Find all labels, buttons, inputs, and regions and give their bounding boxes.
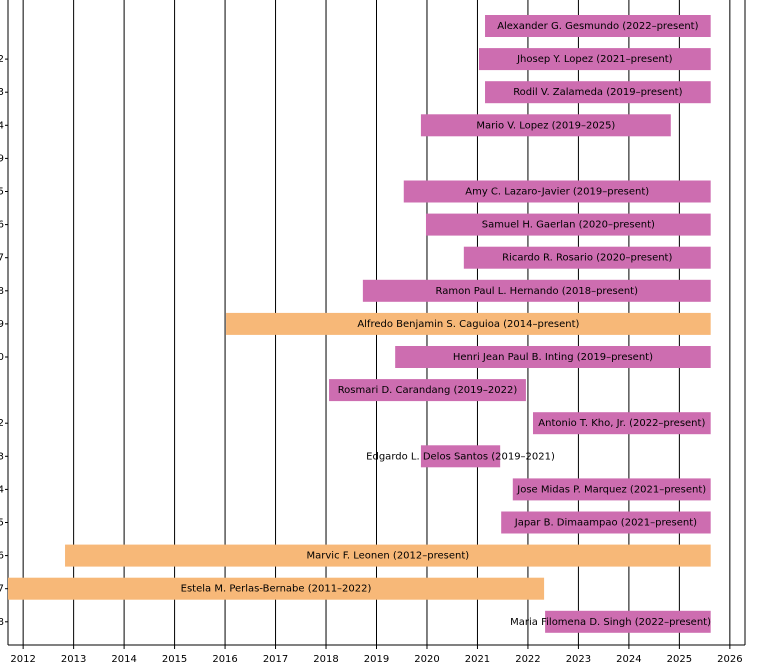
bar-label: Henri Jean Paul B. Inting (2019–present) [453, 352, 653, 363]
y-tick-label: 2 [0, 54, 4, 65]
x-tick-label: 2022 [515, 654, 540, 665]
x-tick-label: 2023 [566, 654, 591, 665]
bar [420, 445, 501, 468]
bar [226, 312, 711, 335]
y-tick-label: 2 [0, 418, 4, 429]
bar [403, 180, 711, 203]
bar [395, 346, 711, 368]
bar [463, 246, 711, 269]
bar [485, 15, 711, 37]
y-tick-label: 5 [0, 187, 4, 198]
bar [329, 379, 526, 402]
bar [532, 412, 711, 435]
x-tick-label: 2019 [364, 654, 389, 665]
bar-label: Edgardo L. Delos Santos (2019–2021) [366, 451, 555, 462]
bar-label: Rosmari D. Carandang (2019–2022) [338, 385, 518, 396]
bar-label: Mario V. Lopez (2019–2025) [476, 120, 615, 131]
x-tick-label: 2014 [111, 654, 136, 665]
y-tick-label: 3 [0, 451, 4, 462]
x-tick-label: 2025 [667, 654, 692, 665]
x-tick-label: 2020 [414, 654, 439, 665]
x-tick-label: 2018 [313, 654, 338, 665]
y-tick-label: 4 [0, 120, 4, 131]
bar-label: Jhosep Y. Lopez (2021–present) [516, 54, 673, 65]
x-tick-label: 2016 [212, 654, 237, 665]
x-tick-label: 2017 [263, 654, 288, 665]
y-tick-label: 8 [0, 617, 4, 628]
bar-label: Maria Filomena D. Singh (2022–present) [510, 617, 711, 628]
bar [420, 114, 671, 137]
bar-label: Estela M. Perlas-Bernabe (2011–2022) [181, 584, 372, 595]
x-tick-label: 2012 [10, 654, 35, 665]
bar-label: Ricardo R. Rosario (2020–present) [502, 253, 672, 264]
bar-label: Alexander G. Gesmundo (2022–present) [497, 21, 698, 32]
bar [478, 48, 711, 71]
bar [512, 478, 711, 501]
y-tick-label: 9 [0, 153, 4, 164]
bar [485, 81, 711, 104]
x-tick-label: 2015 [162, 654, 187, 665]
bar-label: Alfredo Benjamin S. Caguioa (2014–presen… [357, 319, 579, 330]
bar-label: Antonio T. Kho, Jr. (2022–present) [538, 418, 705, 429]
bar-label: Jose Midas P. Marquez (2021–present) [516, 484, 706, 495]
y-tick-label: 3 [0, 87, 4, 98]
y-tick-label: 7 [0, 253, 4, 264]
x-tick-label: 2021 [465, 654, 490, 665]
bar-label: Rodil V. Zalameda (2019–present) [513, 87, 682, 98]
x-tick-label: 2026 [717, 654, 742, 665]
y-tick-label: 8 [0, 286, 4, 297]
x-tick-label: 2024 [616, 654, 641, 665]
y-tick-label: 7 [0, 584, 4, 595]
bar [425, 213, 711, 236]
bar-label: Samuel H. Gaerlan (2020–present) [482, 220, 655, 231]
y-tick-label: 9 [0, 319, 4, 330]
bar-label: Japar B. Dimaampao (2021–present) [514, 518, 697, 529]
bar-label: Ramon Paul L. Hernando (2018–present) [436, 286, 639, 297]
bar [65, 544, 711, 567]
x-tick-label: 2013 [61, 654, 86, 665]
y-tick-label: 6 [0, 220, 4, 231]
y-tick-label: 0 [0, 352, 4, 363]
bar [8, 577, 545, 600]
bar-label: Amy C. Lazaro-Javier (2019–present) [465, 187, 649, 198]
y-tick-label: 5 [0, 518, 4, 529]
bar [501, 511, 711, 534]
bar [545, 610, 711, 633]
y-tick-label: 6 [0, 551, 4, 562]
bar [362, 279, 711, 302]
bar-label: Marvic F. Leonen (2012–present) [307, 551, 470, 562]
y-tick-label: 4 [0, 484, 4, 495]
